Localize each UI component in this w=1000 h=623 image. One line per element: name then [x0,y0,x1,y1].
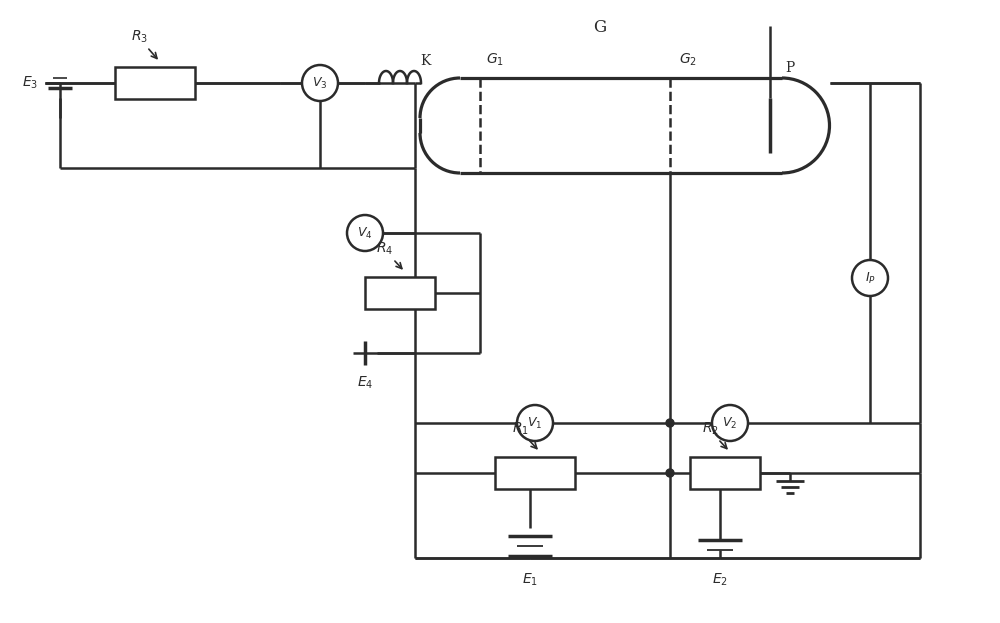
Bar [115,67,195,99]
Text: $R_2$: $R_2$ [702,421,718,437]
Text: $R_1$: $R_1$ [512,421,528,437]
Text: $V_4$: $V_4$ [357,226,373,240]
Bar [495,457,575,489]
Text: $V_1$: $V_1$ [527,416,543,430]
Text: K: K [420,54,430,68]
Circle shape [666,469,674,477]
Text: $E_1$: $E_1$ [522,572,538,588]
Text: G: G [593,19,607,37]
Circle shape [852,260,888,296]
Text: $G_1$: $G_1$ [486,52,504,68]
Circle shape [712,405,748,441]
Text: $V_3$: $V_3$ [312,75,328,90]
Circle shape [517,405,553,441]
Text: $V_2$: $V_2$ [722,416,738,430]
Circle shape [666,419,674,427]
Bar [690,457,760,489]
Text: $E_2$: $E_2$ [712,572,728,588]
Circle shape [347,215,383,251]
Bar [365,277,435,309]
Text: P: P [785,61,795,75]
Text: $I_P$: $I_P$ [865,270,875,285]
Text: $E_3$: $E_3$ [22,75,38,91]
Text: $R_3$: $R_3$ [131,29,149,45]
Circle shape [302,65,338,101]
Text: $R_4$: $R_4$ [376,241,394,257]
Text: $G_2$: $G_2$ [679,52,697,68]
Text: $E_4$: $E_4$ [357,375,373,391]
